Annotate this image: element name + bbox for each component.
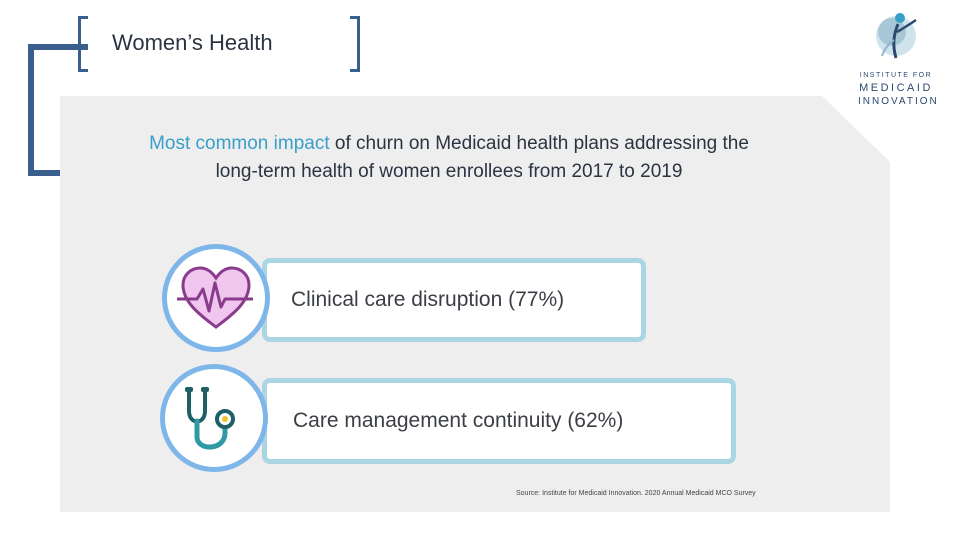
- title-bracket-left: [78, 16, 88, 72]
- item-label: Clinical care disruption (77%): [291, 288, 565, 311]
- panel-headline: Most common impact of churn on Medicaid …: [140, 130, 758, 186]
- heart-icon-circle: [162, 244, 270, 352]
- slide-title: Women’s Health: [112, 30, 273, 55]
- title-bracket-right: [350, 16, 360, 72]
- item-card-care-management: Care management continuity (62%): [262, 378, 736, 464]
- logo-text-institute-for: INSTITUTE FOR: [859, 72, 933, 79]
- stethoscope-icon: [185, 387, 235, 450]
- item-card-clinical-care: Clinical care disruption (77%): [262, 258, 646, 342]
- heart-pulse-icon: [177, 266, 253, 329]
- stethoscope-icon-circle: [160, 364, 268, 472]
- headline-accent: Most common impact: [149, 133, 330, 154]
- logo-text-innovation: INNOVATION: [858, 96, 939, 107]
- left-bracket-decoration: [28, 44, 88, 176]
- logo-figure-icon: [876, 13, 917, 59]
- source-citation: Source: Institute for Medicaid Innovatio…: [516, 490, 756, 497]
- headline-rest: of churn on Medicaid health plans addres…: [215, 133, 749, 182]
- institute-logo: INSTITUTE FOR MEDICAID INNOVATION: [858, 10, 939, 110]
- logo-text-medicaid: MEDICAID: [859, 82, 933, 94]
- item-label: Care management continuity (62%): [293, 409, 624, 432]
